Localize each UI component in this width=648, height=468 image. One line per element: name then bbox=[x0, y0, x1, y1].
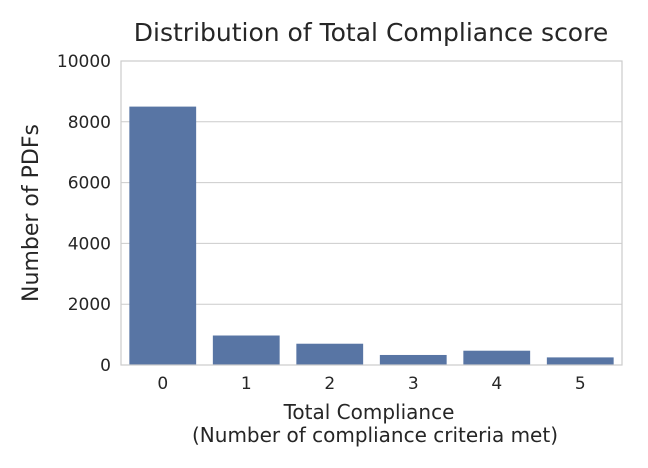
x-tick-label: 2 bbox=[324, 374, 335, 394]
bar-4 bbox=[463, 350, 531, 365]
x-tick-label: 5 bbox=[575, 374, 586, 394]
y-axis-label: Number of PDFs bbox=[19, 124, 44, 302]
chart-title: Distribution of Total Compliance score bbox=[134, 18, 608, 47]
bar-0 bbox=[129, 106, 197, 365]
y-tick-label: 6000 bbox=[68, 174, 111, 194]
bars bbox=[129, 106, 614, 365]
bar-3 bbox=[379, 354, 447, 365]
x-axis-label-line2: (Number of compliance criteria met) bbox=[192, 423, 558, 447]
y-tick-label: 8000 bbox=[68, 113, 111, 133]
y-tick-label: 4000 bbox=[68, 234, 111, 254]
x-tick-label: 4 bbox=[491, 374, 502, 394]
bar-2 bbox=[296, 343, 364, 365]
x-tick-label: 3 bbox=[408, 374, 419, 394]
y-tick-labels: 0 2000 4000 6000 8000 10000 bbox=[57, 52, 111, 376]
bar-5 bbox=[546, 357, 614, 365]
x-tick-label: 1 bbox=[241, 374, 252, 394]
y-tick-label: 2000 bbox=[68, 295, 111, 315]
bar-1 bbox=[212, 335, 280, 365]
y-tick-label: 0 bbox=[100, 356, 111, 376]
x-axis-label: Total Compliance bbox=[283, 400, 455, 424]
y-tick-label: 10000 bbox=[57, 52, 111, 72]
plot-frame bbox=[120, 60, 623, 366]
x-tick-label: 0 bbox=[157, 374, 168, 394]
gridlines bbox=[121, 121, 622, 305]
x-tick-labels: 0 1 2 3 4 5 bbox=[157, 374, 585, 394]
